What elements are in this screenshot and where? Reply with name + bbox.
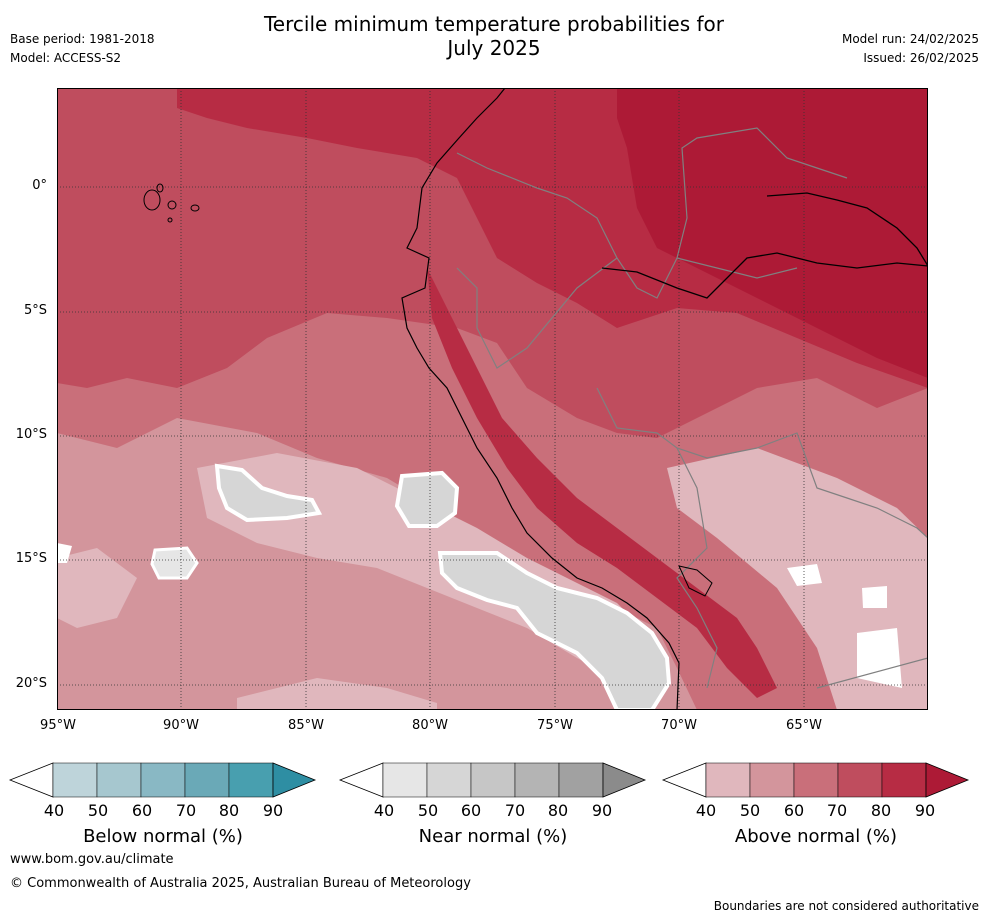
colorbar-below-normal — [8, 762, 317, 798]
colorbar-segment — [184, 762, 230, 798]
cb3-tick: 60 — [783, 801, 805, 820]
colorbar-under-triangle — [8, 762, 54, 798]
amazon-river — [601, 192, 928, 299]
colorbar-title-above: Above normal (%) — [734, 826, 898, 847]
cb1-tick: 70 — [175, 801, 197, 820]
cb1-tick: 50 — [87, 801, 109, 820]
probability-map — [57, 88, 928, 710]
colorbar-under-triangle — [661, 762, 707, 798]
cb2-tick: 90 — [591, 801, 613, 820]
cb3-tick: 70 — [826, 801, 848, 820]
cb1-tick: 90 — [262, 801, 284, 820]
cb1-tick: 40 — [43, 801, 65, 820]
colorbar-segment — [558, 762, 604, 798]
title-line-2: July 2025 — [447, 36, 541, 60]
colorbar-near-normal — [338, 762, 647, 798]
lake-titicaca — [678, 565, 713, 597]
field-40-50-b — [57, 548, 137, 628]
near-normal-patch-b — [394, 470, 460, 528]
cb2-tick: 80 — [547, 801, 569, 820]
colorbar-title-below: Below normal (%) — [83, 826, 243, 847]
colorbar-over-triangle — [272, 762, 317, 798]
field-40-50-d — [237, 678, 437, 710]
cb2-tick: 70 — [504, 801, 526, 820]
disclaimer-text: Boundaries are not considered authoritat… — [713, 899, 979, 913]
colorbar-segment — [514, 762, 560, 798]
model-name: Model: ACCESS-S2 — [10, 51, 122, 65]
lon-label-85w: 85°W — [288, 718, 324, 733]
title-line-1: Tercile minimum temperature probabilitie… — [263, 12, 725, 36]
colorbar-segment — [470, 762, 516, 798]
colorbar-segment — [881, 762, 927, 798]
galapagos-islands — [143, 183, 200, 223]
colorbar-segment — [382, 762, 428, 798]
lon-label-90w: 90°W — [163, 718, 199, 733]
white-patch-c — [857, 628, 902, 688]
cb2-tick: 40 — [373, 801, 395, 820]
cb1-tick: 80 — [218, 801, 240, 820]
colorbar-above-normal — [661, 762, 970, 798]
cb3-tick: 50 — [739, 801, 761, 820]
map-title: Tercile minimum temperature probabilitie… — [0, 12, 988, 60]
graticule — [57, 88, 928, 710]
coastline — [401, 88, 680, 710]
cb2-tick: 60 — [460, 801, 482, 820]
lat-label-20s: 20°S — [15, 676, 47, 691]
colorbar-over-triangle — [925, 762, 970, 798]
colorbar-segment — [52, 762, 98, 798]
colorbar-segment — [426, 762, 472, 798]
cb3-tick: 80 — [870, 801, 892, 820]
colorbar-over-triangle — [602, 762, 647, 798]
map-frame — [57, 88, 928, 710]
white-patch-a — [787, 564, 822, 586]
colorbar-segment — [749, 762, 795, 798]
colorbar-title-near: Near normal (%) — [418, 826, 568, 847]
meta-right: Model run: 24/02/2025 Issued: 26/02/2025 — [842, 30, 979, 68]
colorbar-segment — [96, 762, 142, 798]
lat-label-15s: 15°S — [15, 551, 47, 566]
cb1-tick: 60 — [131, 801, 153, 820]
lon-label-75w: 75°W — [537, 718, 573, 733]
country-borders — [456, 127, 928, 689]
lon-label-80w: 80°W — [412, 718, 448, 733]
colorbar-segment — [793, 762, 839, 798]
cb2-tick: 50 — [417, 801, 439, 820]
lat-label-10s: 10°S — [15, 427, 47, 442]
issued-date: Issued: 26/02/2025 — [863, 51, 979, 65]
cb3-tick: 40 — [695, 801, 717, 820]
meta-left: Base period: 1981-2018 Model: ACCESS-S2 — [10, 30, 155, 68]
lat-label-0: 0° — [32, 178, 47, 193]
lon-label-65w: 65°W — [786, 718, 822, 733]
colorbar-under-triangle — [338, 762, 384, 798]
lon-label-70w: 70°W — [661, 718, 697, 733]
white-patch-b — [862, 586, 887, 608]
base-period: Base period: 1981-2018 — [10, 32, 155, 46]
website-link[interactable]: www.bom.gov.au/climate — [10, 852, 174, 867]
cb3-tick: 90 — [914, 801, 936, 820]
colorbar-segment — [140, 762, 186, 798]
near-normal-patch-d — [150, 546, 199, 580]
model-run: Model run: 24/02/2025 — [841, 32, 979, 46]
near-normal-patch-a — [214, 463, 323, 523]
field-90-plus-amazon — [617, 88, 928, 378]
colorbar-segment — [837, 762, 883, 798]
near-normal-patch-c — [437, 551, 672, 710]
colorbar-segment — [705, 762, 751, 798]
white-patch-d — [57, 543, 72, 563]
colorbar-segment — [228, 762, 274, 798]
copyright-text: © Commonwealth of Australia 2025, Austra… — [10, 876, 471, 891]
lat-label-5s: 5°S — [23, 303, 47, 318]
field-80-90-coastal — [427, 268, 777, 698]
lon-label-95w: 95°W — [40, 718, 76, 733]
